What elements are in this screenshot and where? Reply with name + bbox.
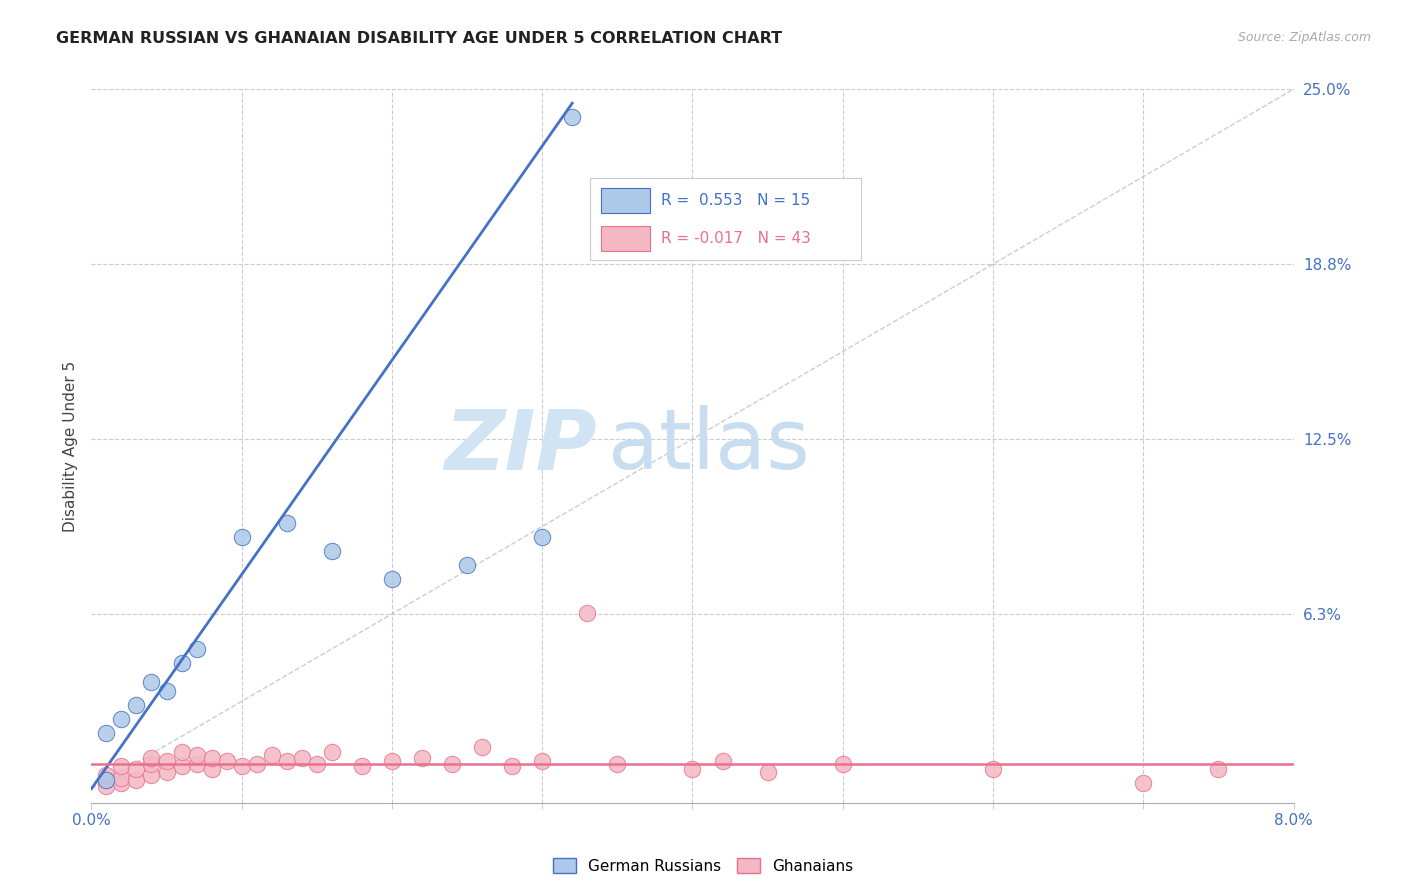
Point: [440, 756, 463, 771]
Point: [456, 558, 478, 572]
Point: [186, 756, 208, 771]
Point: [606, 756, 628, 771]
Point: [1208, 762, 1230, 776]
Text: R =  0.553   N = 15: R = 0.553 N = 15: [661, 193, 810, 208]
Point: [276, 754, 298, 768]
Text: R = -0.017   N = 43: R = -0.017 N = 43: [661, 231, 810, 246]
Text: atlas: atlas: [609, 406, 810, 486]
Point: [170, 656, 193, 670]
Point: [246, 756, 269, 771]
Point: [711, 754, 734, 768]
Point: [141, 768, 163, 782]
Point: [155, 684, 177, 698]
Point: [831, 756, 853, 771]
Point: [125, 762, 148, 776]
Y-axis label: Disability Age Under 5: Disability Age Under 5: [62, 360, 77, 532]
Point: [756, 764, 779, 779]
Point: [291, 751, 314, 765]
Point: [531, 530, 554, 544]
Point: [201, 751, 224, 765]
Point: [501, 759, 523, 773]
Text: Source: ZipAtlas.com: Source: ZipAtlas.com: [1237, 31, 1371, 45]
Point: [561, 110, 583, 124]
Point: [141, 675, 163, 690]
Point: [170, 759, 193, 773]
Point: [576, 606, 599, 620]
Point: [276, 516, 298, 530]
Point: [125, 698, 148, 712]
Point: [681, 762, 703, 776]
Point: [96, 773, 118, 788]
Point: [350, 759, 373, 773]
Point: [155, 754, 177, 768]
Text: GERMAN RUSSIAN VS GHANAIAN DISABILITY AGE UNDER 5 CORRELATION CHART: GERMAN RUSSIAN VS GHANAIAN DISABILITY AG…: [56, 31, 782, 46]
Bar: [602, 188, 650, 213]
Point: [215, 754, 238, 768]
Point: [321, 746, 343, 760]
Point: [110, 771, 132, 785]
Point: [305, 756, 328, 771]
Point: [531, 754, 554, 768]
Point: [1132, 776, 1154, 790]
Point: [260, 748, 283, 763]
Point: [981, 762, 1004, 776]
Point: [96, 768, 118, 782]
Point: [201, 762, 224, 776]
Point: [186, 748, 208, 763]
Point: [381, 572, 404, 586]
Text: ZIP: ZIP: [444, 406, 596, 486]
Point: [141, 756, 163, 771]
Point: [110, 759, 132, 773]
Point: [141, 751, 163, 765]
Legend: German Russians, Ghanaians: German Russians, Ghanaians: [547, 852, 859, 880]
Point: [411, 751, 433, 765]
Point: [125, 773, 148, 788]
Point: [96, 773, 118, 788]
Point: [231, 530, 253, 544]
Point: [170, 746, 193, 760]
Point: [381, 754, 404, 768]
Point: [155, 764, 177, 779]
Point: [96, 726, 118, 740]
Bar: [602, 226, 650, 251]
Point: [321, 544, 343, 558]
Point: [110, 776, 132, 790]
Point: [231, 759, 253, 773]
Point: [186, 641, 208, 656]
Point: [471, 739, 494, 754]
Point: [96, 779, 118, 793]
Point: [110, 712, 132, 726]
